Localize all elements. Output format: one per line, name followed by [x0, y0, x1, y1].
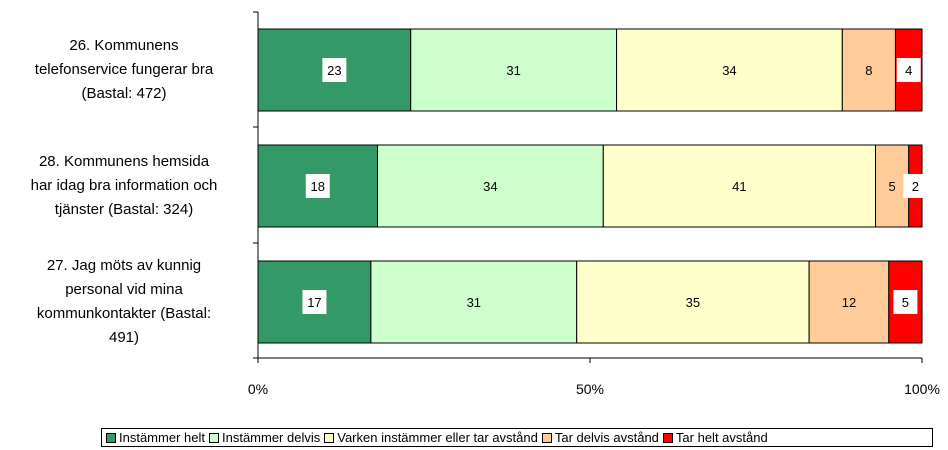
category-label-line: har idag bra information och [30, 177, 218, 194]
legend-label: Instämmer helt [119, 430, 205, 445]
legend: Instämmer helt Instämmer delvis Varken i… [101, 428, 933, 447]
data-label-0-0: 23 [327, 63, 341, 78]
category-label-line: 27. Jag möts av kunnig [46, 257, 202, 274]
bar-segment-1-1 [377, 144, 604, 228]
data-label-box-0-4 [896, 58, 921, 82]
legend-swatch [208, 432, 219, 443]
legend-item-instammer-helt: Instämmer helt [106, 430, 205, 445]
category-label-line: kommunkontakter (Bastal: [36, 305, 212, 322]
legend-label: Varken instämmer eller tar avstånd [337, 430, 538, 445]
legend-label: Instämmer delvis [221, 430, 321, 445]
legend-item-tar-delvis-avstand: Tar delvis avstånd [541, 430, 659, 445]
category-label-line: (Bastal: 472) [81, 85, 167, 102]
chart-plot: 23 31 34 8 4 18 34 41 5 2 17 31 35 12 5 [253, 11, 928, 363]
category-label-0: 26. Kommunens telefonservice fungerar bra… [0, 34, 248, 106]
legend-swatch [106, 432, 116, 443]
category-label-line: 28. Kommunens hemsida [38, 153, 210, 170]
data-label-2-3: 12 [842, 295, 856, 310]
data-label-1-4: 2 [912, 179, 919, 194]
data-label-1-2: 41 [732, 179, 746, 194]
data-label-1-3: 5 [889, 179, 896, 194]
legend-item-tar-helt-avstand: Tar helt avstånd [662, 430, 768, 445]
legend-label: Tar helt avstånd [675, 430, 768, 445]
category-label-line: personal vid mina [65, 281, 183, 298]
bar-segment-1-2 [602, 144, 877, 228]
data-label-box-1-0 [305, 174, 330, 198]
data-label-0-2: 34 [722, 63, 736, 78]
data-label-box-2-0 [302, 290, 327, 314]
category-label-line: 26. Kommunens [69, 37, 179, 54]
data-label-2-4: 5 [902, 295, 909, 310]
x-tick-50: 50% [575, 381, 605, 397]
data-label-0-4: 4 [905, 63, 912, 78]
bar-segment-2-3 [808, 260, 890, 344]
data-label-box-0-0 [322, 58, 347, 82]
bar-segment-0-2 [616, 28, 843, 112]
x-tick-0: 0% [247, 381, 269, 397]
data-label-2-0: 17 [307, 295, 321, 310]
data-label-1-0: 18 [311, 179, 325, 194]
data-label-2-2: 35 [686, 295, 700, 310]
category-label-line: telefonservice fungerar bra [34, 61, 214, 78]
legend-swatch [541, 432, 552, 443]
x-tick-100: 100% [904, 381, 940, 397]
legend-swatch [324, 432, 335, 443]
bar-segment-0-1 [410, 28, 618, 112]
data-label-box-1-4 [903, 174, 928, 198]
bar-segment-2-1 [370, 260, 578, 344]
category-label-line: 491) [108, 329, 140, 346]
data-label-0-1: 31 [506, 63, 520, 78]
legend-label: Tar delvis avstånd [554, 430, 659, 445]
legend-swatch [662, 432, 673, 443]
legend-item-instammer-delvis: Instämmer delvis [208, 430, 321, 445]
bar-segment-2-2 [576, 260, 810, 344]
data-label-0-3: 8 [865, 63, 872, 78]
bar-segment-1-3 [875, 144, 910, 228]
category-label-2: 27. Jag möts av kunnig personal vid mina k… [0, 254, 248, 350]
legend-item-varken: Varken instämmer eller tar avstånd [324, 430, 538, 445]
data-label-1-1: 34 [483, 179, 497, 194]
category-label-1: 28. Kommunens hemsida har idag bra inform… [0, 150, 248, 222]
data-label-2-1: 31 [467, 295, 481, 310]
category-label-line: tjänster (Bastal: 324) [54, 201, 194, 218]
data-label-box-2-4 [893, 290, 918, 314]
